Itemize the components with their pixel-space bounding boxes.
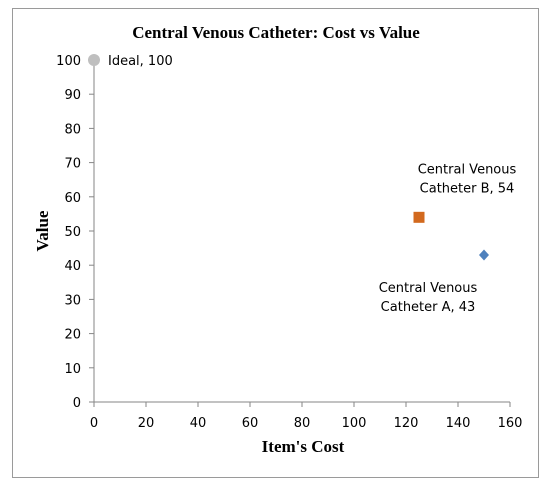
chart-title: Central Venous Catheter: Cost vs Value xyxy=(132,23,420,42)
data-label-2: Central Venous Catheter B, 54 xyxy=(418,162,517,196)
x-axis-title: Item's Cost xyxy=(262,437,345,456)
x-tick-label: 60 xyxy=(242,416,259,431)
tick-labels: 0 10 20 30 40 50 60 70 80 90 100 0 20 40 60 80 100 120 140… xyxy=(56,54,522,431)
data-label-1: Ideal, 100 xyxy=(108,54,173,69)
data-point-1 xyxy=(88,54,100,66)
y-tick-label: 100 xyxy=(56,54,81,69)
y-tick-label: 50 xyxy=(64,225,81,240)
data-labels: Ideal, 100 Central Venous Catheter B, 54 Ce… xyxy=(108,54,516,315)
x-tick-label: 80 xyxy=(294,416,311,431)
y-tick-label: 10 xyxy=(64,362,81,377)
y-tick-label: 0 xyxy=(73,396,81,411)
x-tick-label: 140 xyxy=(446,416,471,431)
y-tick-label: 60 xyxy=(64,191,81,206)
data-point-3 xyxy=(479,249,489,261)
data-label-3: Central Venous Catheter A, 43 xyxy=(379,281,478,315)
x-tick-label: 0 xyxy=(90,416,98,431)
y-tick-label: 90 xyxy=(64,88,81,103)
y-tick-label: 30 xyxy=(64,293,81,308)
y-tick-label: 40 xyxy=(64,259,81,274)
x-tick-label: 160 xyxy=(498,416,523,431)
data-point-2 xyxy=(413,211,425,223)
axes xyxy=(89,59,511,407)
data-points xyxy=(88,54,489,261)
x-tick-label: 120 xyxy=(394,416,419,431)
chart-frame xyxy=(12,8,539,478)
y-axis-title: Value xyxy=(33,210,52,251)
x-tick-label: 20 xyxy=(138,416,155,431)
x-tick-label: 100 xyxy=(342,416,367,431)
y-tick-label: 70 xyxy=(64,157,81,172)
y-tick-label: 20 xyxy=(64,328,81,343)
y-tick-label: 80 xyxy=(64,122,81,137)
x-tick-label: 40 xyxy=(190,416,207,431)
